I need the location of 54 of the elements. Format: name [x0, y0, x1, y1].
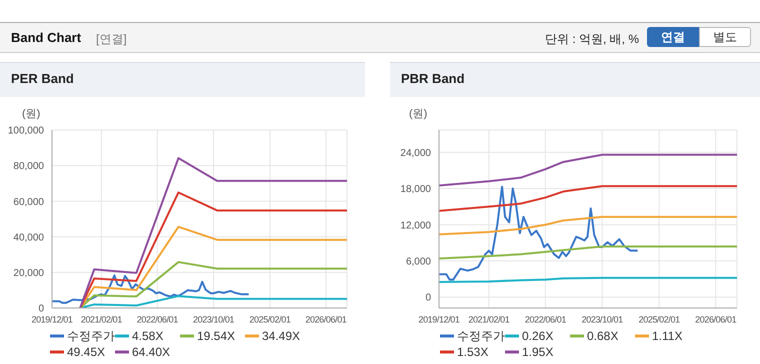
- legend-label: 49.45X: [66, 344, 106, 360]
- x-tick-label: 2026/06/01: [695, 314, 737, 324]
- legend-label: 수정주가: [66, 328, 115, 344]
- y-tick-label: 6,000: [406, 256, 432, 268]
- text: 별도: [699, 27, 751, 47]
- line-series: [79, 226, 347, 308]
- legend-label: 19.54X: [196, 328, 236, 344]
- line-series: [79, 191, 347, 308]
- text: 단위 : 억원, 배, %: [545, 31, 640, 48]
- line-series: [439, 186, 639, 281]
- legend-label: 0.26X: [521, 328, 554, 344]
- y-tick-label: 0: [425, 292, 432, 304]
- x-tick-label: 2022/06/01: [524, 314, 566, 324]
- y-tick-label: 24,000: [400, 148, 432, 159]
- line-series: [439, 185, 737, 212]
- legend-label: 수정주가: [456, 328, 505, 344]
- x-tick-label: 2026/06/01: [305, 314, 347, 324]
- y-tick-label: 100,000: [8, 126, 44, 137]
- y-tick-label: 80,000: [13, 161, 44, 172]
- line-series: [439, 154, 737, 187]
- legend-label: 1.53X: [456, 344, 490, 360]
- text: [연결]: [96, 31, 127, 48]
- x-tick-label: 2023/10/01: [582, 314, 624, 324]
- chart-title: PER Band: [11, 71, 74, 86]
- x-tick-label: 2025/02/01: [638, 314, 680, 324]
- line-series: [52, 274, 250, 304]
- x-tick-label: 2022/06/01: [136, 314, 178, 324]
- legend-label: 0.68X: [586, 328, 620, 344]
- y-tick-label: 12,000: [400, 220, 432, 232]
- x-tick-label: 2019/12/01: [418, 314, 460, 324]
- y-tick-label: 18,000: [400, 184, 432, 196]
- x-tick-label: 2021/02/01: [468, 314, 510, 324]
- legend-label: 1.95X: [521, 344, 554, 360]
- legend-label: 1.11X: [651, 328, 684, 344]
- y-tick-label: 60,000: [13, 196, 44, 208]
- legend-label: 64.40X: [131, 344, 172, 360]
- text: Band Chart: [11, 30, 82, 45]
- legend-label: 34.49X: [261, 328, 302, 344]
- y-axis-title: (원): [22, 107, 40, 121]
- y-axis-title: (원): [409, 107, 428, 121]
- x-tick-label: 2019/12/01: [31, 314, 73, 324]
- x-tick-label: 2021/02/01: [80, 314, 122, 324]
- line-series: [79, 261, 347, 308]
- line-series: [439, 216, 737, 236]
- line-series: [79, 157, 347, 308]
- line-series: [439, 245, 737, 260]
- y-tick-label: 20,000: [13, 268, 44, 279]
- legend-label: 4.58X: [131, 328, 164, 344]
- x-tick-label: 2023/10/01: [192, 314, 234, 324]
- y-tick-label: 40,000: [13, 232, 44, 244]
- text: 연결: [647, 27, 699, 47]
- x-tick-label: 2025/02/01: [249, 314, 291, 324]
- chart-title: PBR Band: [401, 71, 465, 86]
- y-tick-label: 0: [38, 304, 44, 315]
